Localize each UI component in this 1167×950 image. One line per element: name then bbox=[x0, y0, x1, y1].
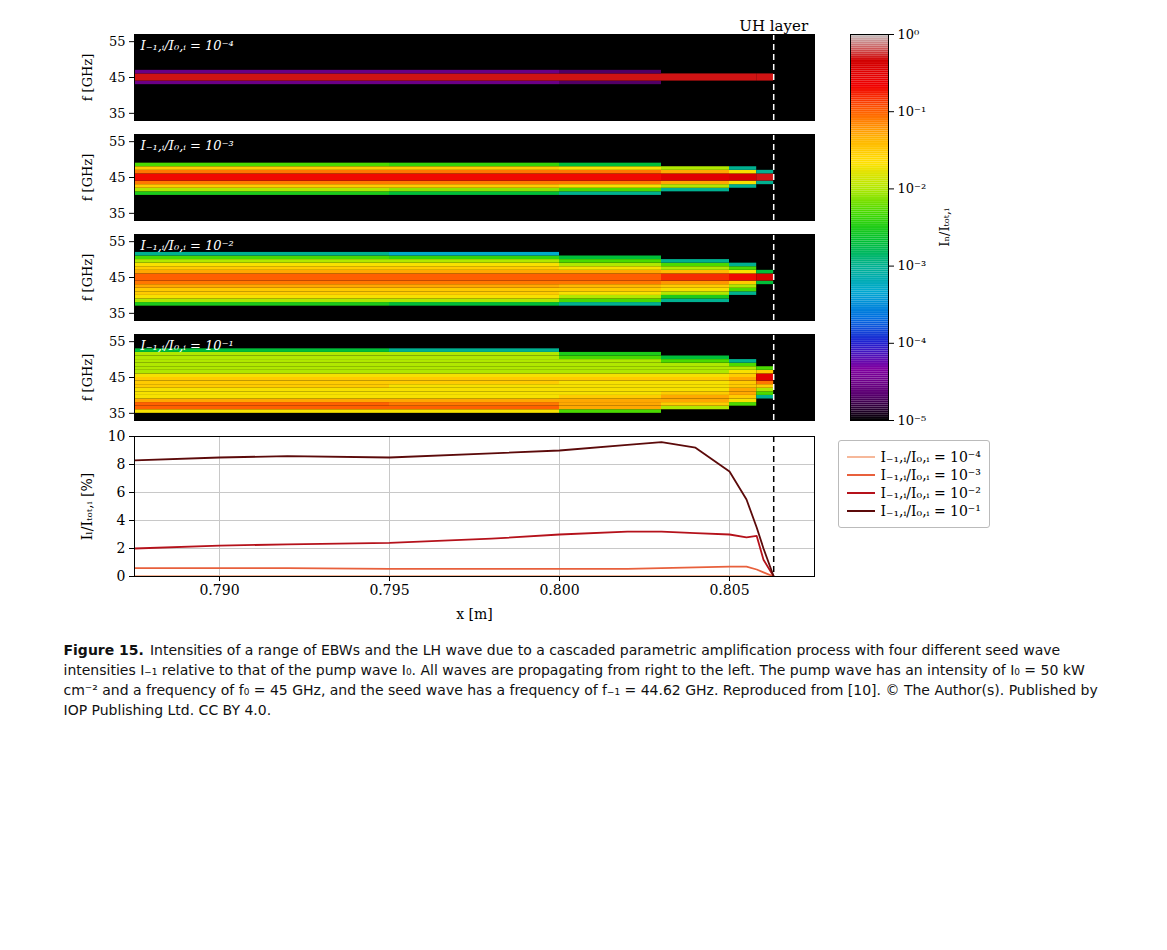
html-text:Figure 15. Intensities of a ra: Figure 15. Intensities of a range of EBW… bbox=[63, 642, 1098, 718]
svg-text:55: 55 bbox=[108, 334, 125, 349]
svg-text:0.805: 0.805 bbox=[709, 582, 749, 598]
svg-text:I₋₁,ᵢ/I₀,ᵢ = 10⁻³: I₋₁,ᵢ/I₀,ᵢ = 10⁻³ bbox=[139, 138, 233, 153]
svg-text:2: 2 bbox=[116, 540, 125, 556]
svg-text:UH layer: UH layer bbox=[739, 17, 809, 35]
svg-text:10⁰: 10⁰ bbox=[897, 27, 919, 42]
svg-text:0.790: 0.790 bbox=[199, 582, 239, 598]
svg-text:Iₙ/Iₜₒₜ,ᵢ: Iₙ/Iₜₒₜ,ᵢ bbox=[936, 208, 951, 247]
svg-text:10: 10 bbox=[107, 428, 125, 444]
html-text:I₋₁,ᵢ/I₀,ᵢ = 10⁻³: I₋₁,ᵢ/I₀,ᵢ = 10⁻³ bbox=[880, 467, 981, 483]
html-text:I₋₁,ᵢ/I₀,ᵢ = 10⁻²: I₋₁,ᵢ/I₀,ᵢ = 10⁻² bbox=[880, 485, 981, 501]
svg-text:10⁻⁵: 10⁻⁵ bbox=[897, 413, 926, 428]
svg-text:35: 35 bbox=[108, 405, 125, 420]
svg-text:10⁻⁴: 10⁻⁴ bbox=[897, 335, 926, 350]
svg-text:10⁻²: 10⁻² bbox=[897, 181, 926, 196]
svg-text:55: 55 bbox=[108, 34, 125, 49]
svg-text:f [GHz]: f [GHz] bbox=[79, 254, 94, 302]
svg-text:10⁻¹: 10⁻¹ bbox=[897, 104, 926, 119]
svg-text:35: 35 bbox=[108, 305, 125, 320]
svg-text:45: 45 bbox=[108, 170, 125, 185]
svg-text:0.795: 0.795 bbox=[369, 582, 409, 598]
svg-text:45: 45 bbox=[108, 270, 125, 285]
svg-text:45: 45 bbox=[108, 70, 125, 85]
svg-text:I₋₁,ᵢ/I₀,ᵢ = 10⁻¹: I₋₁,ᵢ/I₀,ᵢ = 10⁻¹ bbox=[139, 338, 233, 353]
svg-text:10⁻³: 10⁻³ bbox=[897, 258, 926, 273]
html-text:I₋₁,ᵢ/I₀,ᵢ = 10⁻¹: I₋₁,ᵢ/I₀,ᵢ = 10⁻¹ bbox=[880, 503, 981, 519]
svg-text:I₋₁,ᵢ/I₀,ᵢ = 10⁻²: I₋₁,ᵢ/I₀,ᵢ = 10⁻² bbox=[139, 238, 233, 253]
svg-text:x [m]: x [m] bbox=[456, 606, 493, 622]
svg-text:f [GHz]: f [GHz] bbox=[79, 154, 94, 202]
svg-text:4: 4 bbox=[116, 512, 125, 528]
svg-text:55: 55 bbox=[108, 134, 125, 149]
svg-text:8: 8 bbox=[116, 456, 125, 472]
html-text:I₋₁,ᵢ/I₀,ᵢ = 10⁻⁴: I₋₁,ᵢ/I₀,ᵢ = 10⁻⁴ bbox=[880, 449, 981, 465]
svg-text:55: 55 bbox=[108, 234, 125, 249]
svg-text:35: 35 bbox=[108, 105, 125, 120]
svg-text:35: 35 bbox=[108, 205, 125, 220]
svg-text:f [GHz]: f [GHz] bbox=[79, 54, 94, 102]
svg-text:I₋₁,ᵢ/I₀,ᵢ = 10⁻⁴: I₋₁,ᵢ/I₀,ᵢ = 10⁻⁴ bbox=[139, 38, 233, 53]
svg-text:Iₗ/Iₜₒₜ,ᵢ [%]: Iₗ/Iₜₒₜ,ᵢ [%] bbox=[79, 473, 95, 540]
svg-text:f [GHz]: f [GHz] bbox=[79, 354, 94, 402]
svg-text:45: 45 bbox=[108, 370, 125, 385]
svg-text:0: 0 bbox=[116, 568, 125, 584]
svg-text:0.800: 0.800 bbox=[539, 582, 579, 598]
svg-text:6: 6 bbox=[116, 484, 125, 500]
